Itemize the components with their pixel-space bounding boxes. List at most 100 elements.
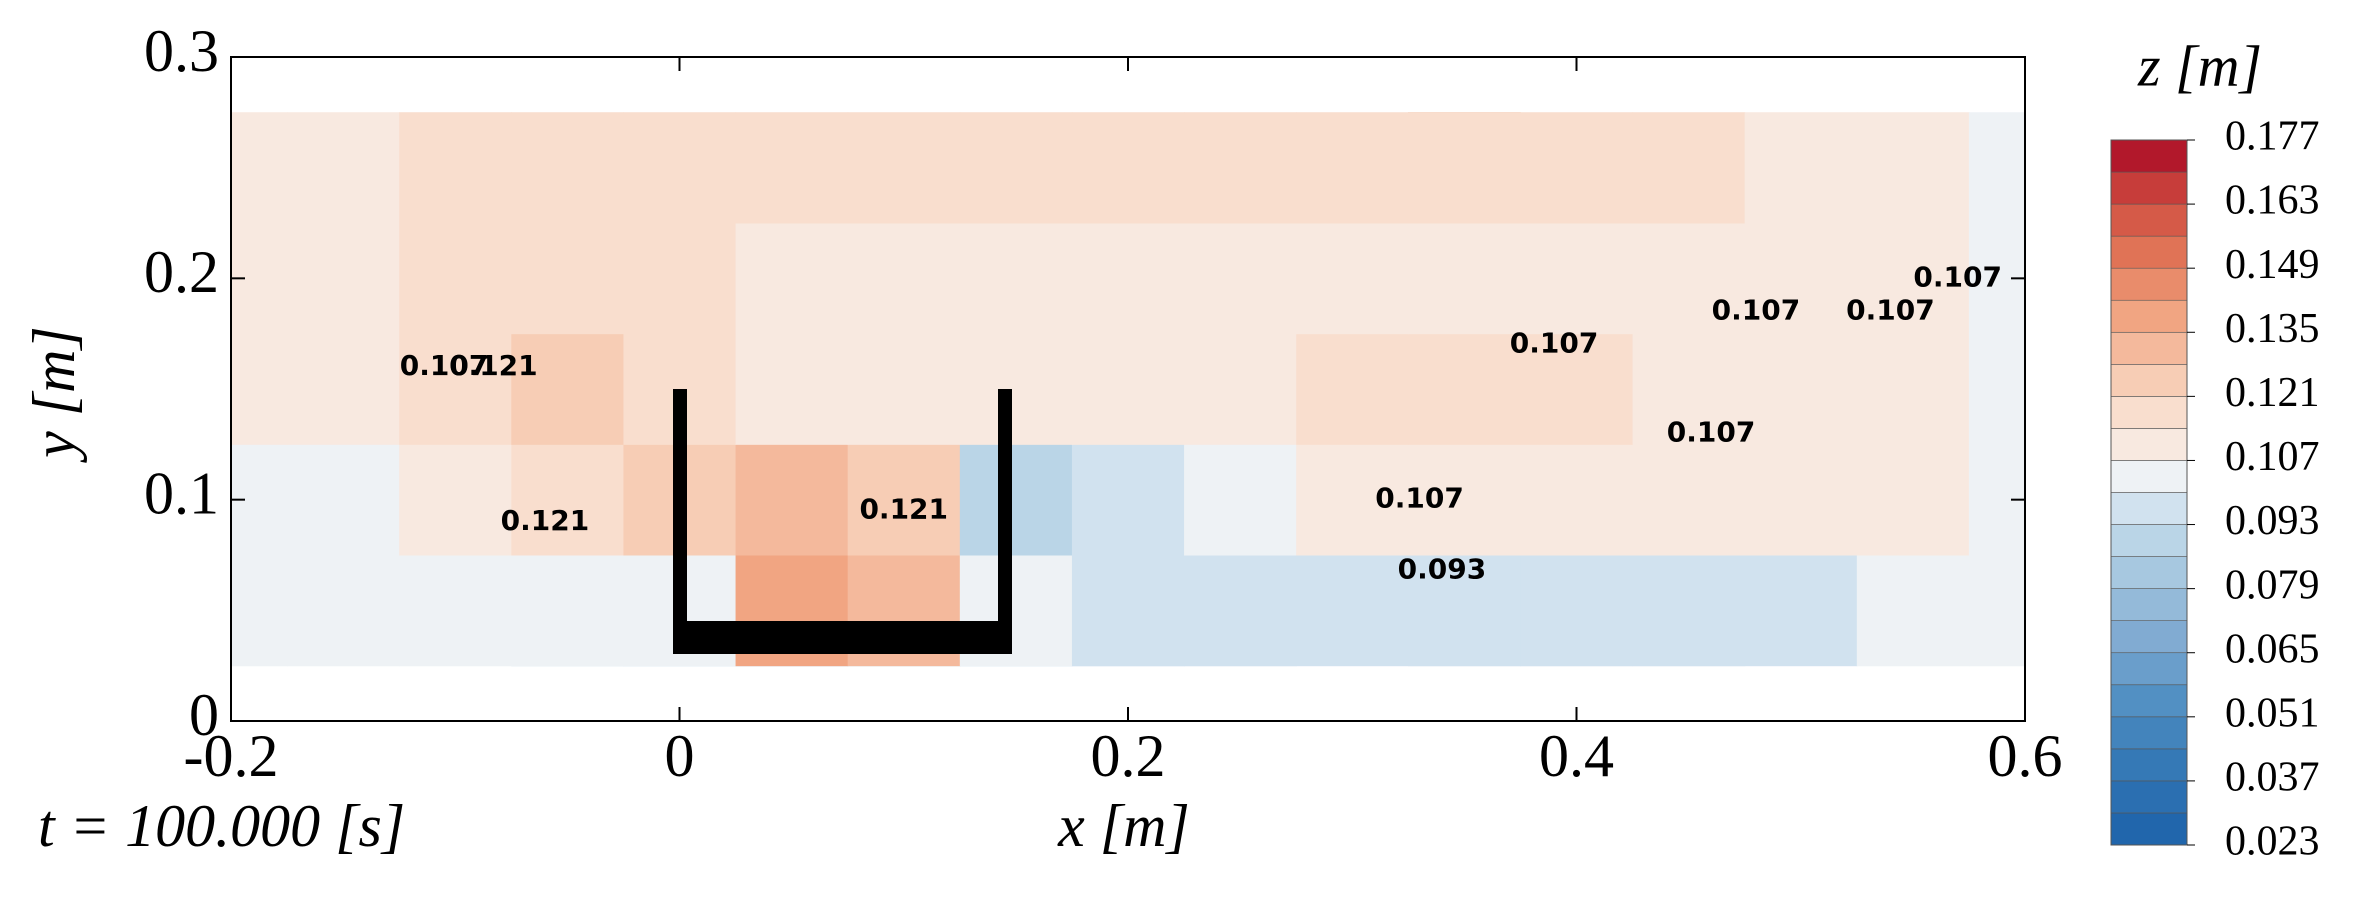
contour-field <box>231 112 2025 667</box>
contour-label: 0.107 <box>1712 294 1801 327</box>
contour-cell <box>1184 112 1297 113</box>
contour-cell <box>1632 444 1746 556</box>
colorbar-tick-label: 0.107 <box>2225 434 2320 480</box>
colorbar-band <box>2110 652 2188 686</box>
contour-cell <box>1071 112 1185 113</box>
contour-cell <box>1296 112 1409 113</box>
contour-cell <box>1071 223 1185 335</box>
contour-cell <box>847 333 961 445</box>
contour-cell <box>231 333 288 445</box>
contour-cell <box>511 555 624 667</box>
contour-cell <box>1856 555 1970 667</box>
colorbar-tick-label: 0.023 <box>2225 819 2320 865</box>
contour-label: 0.107 <box>1667 415 1756 448</box>
contour-label: 0.107 <box>400 349 489 382</box>
contour-cell <box>735 112 849 224</box>
colorbar-band <box>2110 780 2188 814</box>
contour-cell <box>1520 333 1634 445</box>
contour-cell <box>1968 555 2025 667</box>
contour-cell <box>1856 333 1970 445</box>
y-tick-label: 0.1 <box>144 460 219 526</box>
contour-cell <box>1071 444 1185 556</box>
colorbar-band <box>2110 748 2188 782</box>
colorbar-band <box>2110 684 2188 718</box>
colorbar-band <box>2110 267 2188 301</box>
contour-cell <box>1184 112 1297 224</box>
colorbar-band <box>2110 620 2188 654</box>
colorbar-tick-label: 0.093 <box>2225 498 2320 544</box>
contour-cell <box>287 333 400 445</box>
contour-cell <box>1408 555 1521 667</box>
contour-cell <box>735 444 849 556</box>
colorbar-band <box>2110 396 2188 429</box>
contour-cell <box>847 444 961 556</box>
contour-cell <box>231 555 288 667</box>
contour-cell <box>1632 112 1746 224</box>
x-tick-label: -0.2 <box>184 723 279 789</box>
colorbar-band <box>2110 556 2188 589</box>
colorbar-band <box>2110 588 2188 621</box>
contour-cell <box>1856 444 1970 556</box>
contour-cell <box>847 112 961 224</box>
contour-cell <box>511 112 624 113</box>
contour-label: 0.093 <box>1398 552 1487 585</box>
contour-cell <box>1856 112 1970 113</box>
contour-cell <box>1744 555 1858 667</box>
contour-cell <box>1296 444 1409 556</box>
contour-cell <box>287 112 400 113</box>
time-label: t = 100.000 [s] <box>38 793 405 859</box>
colorbar-tick-label: 0.135 <box>2225 306 2320 352</box>
contour-cell <box>1520 555 1634 667</box>
colorbar-band <box>2110 492 2188 525</box>
contour-cell <box>1744 112 1858 224</box>
contour-cell <box>1184 333 1297 445</box>
x-tick-label: 0.2 <box>1091 723 1166 789</box>
colorbar-band <box>2110 716 2188 750</box>
contour-cell <box>1408 223 1521 335</box>
contour-cell <box>1968 112 2025 113</box>
contour-cell <box>1184 444 1297 556</box>
contour-cell <box>1856 112 1970 224</box>
contour-cell <box>735 333 849 445</box>
contour-cell <box>1296 112 1409 224</box>
colorbar-frame <box>2110 139 2188 846</box>
contour-cell <box>1744 333 1858 445</box>
contour-cell <box>959 112 1073 113</box>
contour-cell <box>1968 333 2025 445</box>
colorbar-band <box>2110 203 2188 237</box>
colorbar-band <box>2110 171 2188 205</box>
contour-cell <box>511 223 624 335</box>
contour-cell <box>231 112 288 113</box>
contour-label: 0.121 <box>449 349 538 382</box>
colorbar-tick-label: 0.037 <box>2225 755 2320 801</box>
contour-cell <box>1408 444 1521 556</box>
contour-cell <box>1744 444 1858 556</box>
contour-cell <box>231 112 288 224</box>
contour-label: 0.121 <box>501 504 590 537</box>
contour-cell <box>959 112 1073 224</box>
contour-cell <box>1408 333 1521 445</box>
contour-cell <box>847 223 961 335</box>
contour-cell <box>1632 112 1746 113</box>
contour-label: 0.107 <box>1913 260 2002 293</box>
contour-cell <box>1632 223 1746 335</box>
contour-cell <box>959 333 1073 445</box>
structure-wall <box>998 389 1012 654</box>
contour-cell <box>1408 112 1521 224</box>
contour-cell <box>399 555 512 667</box>
contour-cell <box>287 223 400 335</box>
contour-cell <box>511 112 624 224</box>
contour-cell <box>1408 112 1521 113</box>
contour-cell <box>1296 555 1409 667</box>
y-axis-label: y [m] <box>21 326 87 464</box>
contour-cell <box>623 112 737 224</box>
x-tick-label: 0.6 <box>1988 723 2063 789</box>
colorbar-band <box>2110 331 2188 365</box>
contour-cell <box>511 444 624 556</box>
contour-label: 0.121 <box>859 493 948 526</box>
colorbar-tick-label: 0.121 <box>2225 370 2320 416</box>
colorbar-tick-label: 0.149 <box>2225 242 2320 288</box>
contour-cell <box>399 444 512 556</box>
contour-cell <box>1856 223 1970 335</box>
contour-cell <box>1968 112 2025 224</box>
